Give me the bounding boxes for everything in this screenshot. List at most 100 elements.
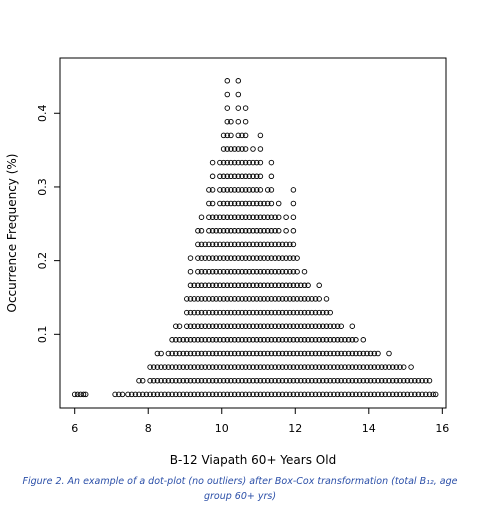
data-point (316, 323, 322, 329)
data-point (250, 391, 256, 398)
data-point (195, 364, 201, 370)
data-point (342, 377, 348, 384)
data-point (301, 323, 308, 329)
data-point (294, 364, 300, 370)
data-point (209, 187, 216, 193)
data-point (412, 391, 418, 398)
data-point (213, 214, 219, 220)
data-point (279, 364, 286, 370)
data-point (272, 268, 278, 275)
data-point (206, 200, 212, 207)
data-point (242, 173, 249, 180)
data-point (331, 323, 337, 329)
data-point (261, 241, 267, 248)
data-point (316, 391, 322, 398)
data-point (320, 364, 326, 370)
data-point (345, 391, 352, 398)
data-point (408, 377, 414, 384)
data-point (294, 296, 300, 302)
data-point (198, 350, 205, 357)
data-point (250, 159, 256, 166)
data-point (261, 309, 267, 316)
data-point (287, 391, 293, 398)
data-point (386, 364, 392, 370)
data-point (301, 268, 308, 275)
data-point (246, 309, 253, 316)
data-point (228, 309, 234, 316)
data-point (400, 377, 407, 384)
data-point (353, 364, 359, 370)
data-point (239, 309, 245, 316)
data-point (224, 391, 231, 398)
data-point (257, 282, 264, 289)
data-point (112, 391, 118, 398)
data-point (345, 364, 352, 370)
data-point (287, 296, 293, 302)
data-point (268, 350, 275, 357)
data-point (206, 255, 212, 261)
data-point (290, 200, 297, 207)
data-point (279, 323, 286, 329)
data-point (320, 337, 326, 343)
data-point (268, 337, 275, 343)
data-point (239, 350, 245, 357)
data-point (242, 228, 249, 234)
data-point (217, 323, 223, 329)
data-point (287, 350, 293, 357)
data-point (154, 391, 161, 398)
data-point (235, 391, 242, 398)
data-point (209, 200, 216, 207)
data-point (268, 364, 275, 370)
data-point (250, 214, 256, 220)
data-point (235, 214, 242, 220)
data-point (217, 350, 223, 357)
data-point (353, 350, 359, 357)
data-point (206, 364, 212, 370)
data-point (217, 173, 223, 180)
data-point (206, 296, 212, 302)
data-point (283, 364, 289, 370)
data-point (415, 391, 422, 398)
data-point (290, 268, 297, 275)
data-point (224, 241, 231, 248)
data-point (301, 309, 308, 316)
data-point (253, 323, 260, 329)
data-point (128, 391, 135, 398)
data-point (264, 296, 271, 302)
data-point (312, 377, 319, 384)
data-point (272, 323, 278, 329)
data-point (250, 309, 256, 316)
data-point (213, 350, 219, 357)
data-point (246, 350, 253, 357)
data-point (327, 377, 333, 384)
data-point (195, 391, 201, 398)
data-point (224, 350, 231, 357)
data-point (217, 391, 223, 398)
data-point (235, 364, 242, 370)
data-point (195, 337, 201, 343)
data-point (316, 337, 322, 343)
data-point (154, 350, 161, 357)
data-point (231, 173, 238, 180)
data-point (224, 296, 231, 302)
data-point (231, 268, 238, 275)
data-point (176, 364, 183, 370)
data-point (264, 391, 271, 398)
data-point (235, 255, 242, 261)
data-point (349, 323, 356, 329)
scatter-chart: 6 8 10 12 14 16 0.1 0.2 0.3 0.4 B-12 Viapath 60+… (5, 57, 449, 467)
data-point (287, 255, 293, 261)
data-point (242, 255, 249, 261)
data-point (283, 255, 289, 261)
data-point (287, 323, 293, 329)
figure-caption: Figure 2. An example of a dot-plot (no o… (22, 476, 458, 502)
data-point (173, 391, 179, 398)
data-point (253, 159, 260, 166)
data-point (279, 391, 286, 398)
data-point (217, 214, 223, 220)
data-point (419, 391, 425, 398)
data-point (191, 282, 197, 289)
data-point (371, 377, 378, 384)
data-point (173, 337, 179, 343)
data-point (206, 323, 212, 329)
